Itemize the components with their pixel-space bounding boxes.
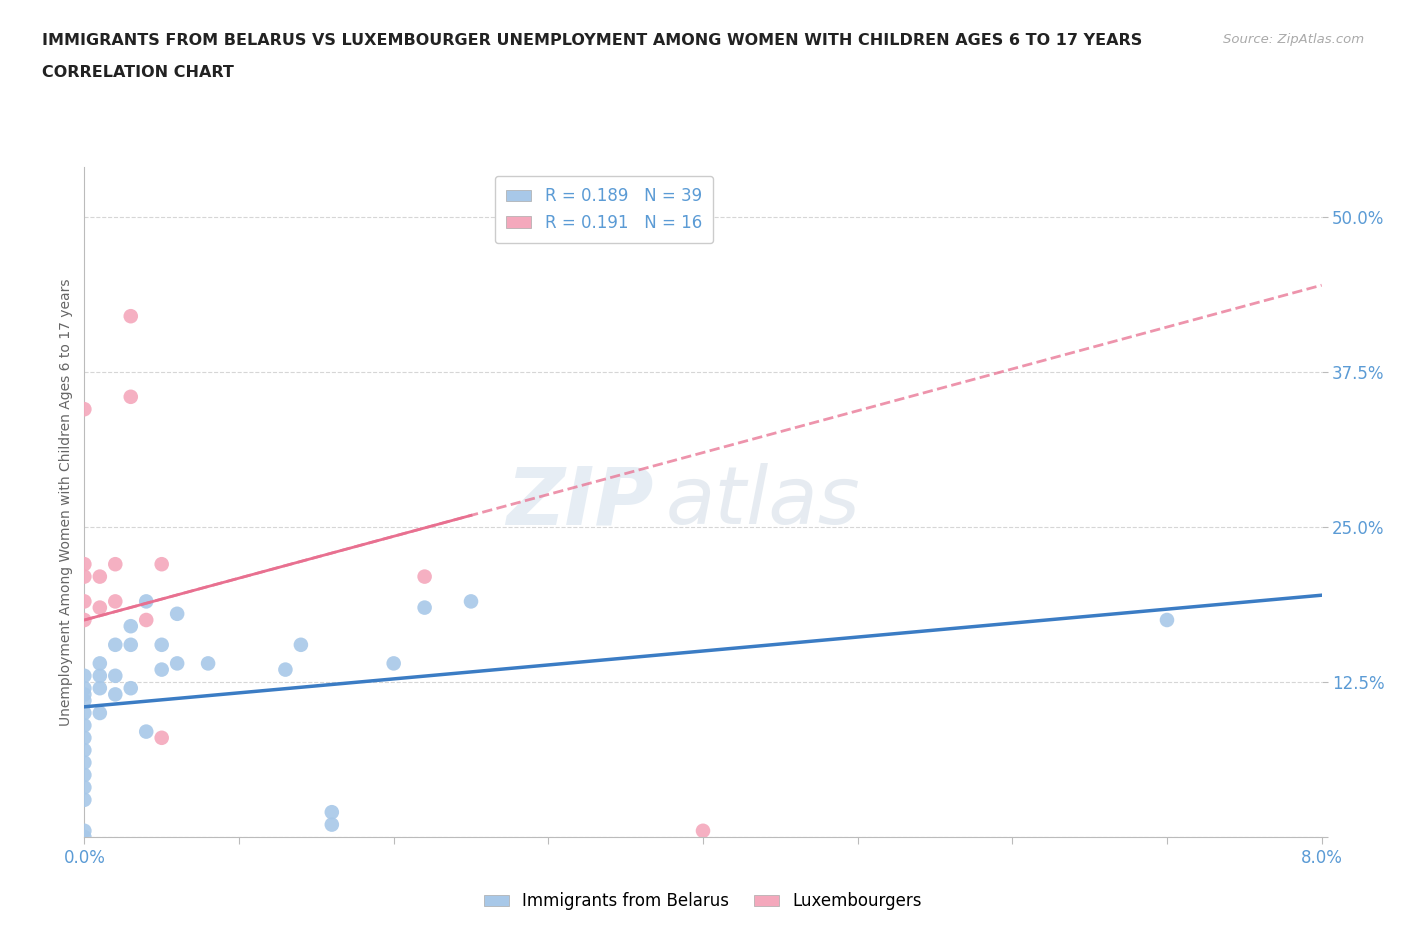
Point xyxy=(73,730,96,745)
Point xyxy=(73,693,96,708)
Point xyxy=(692,823,714,838)
Point xyxy=(73,681,96,696)
Point xyxy=(73,569,96,584)
Point xyxy=(73,687,96,702)
Point xyxy=(73,743,96,758)
Legend: Immigrants from Belarus, Luxembourgers: Immigrants from Belarus, Luxembourgers xyxy=(477,885,929,917)
Point xyxy=(382,656,405,671)
Text: ZIP: ZIP xyxy=(506,463,654,541)
Point xyxy=(73,830,96,844)
Point xyxy=(150,662,173,677)
Point xyxy=(73,780,96,795)
Point xyxy=(321,817,343,832)
Text: atlas: atlas xyxy=(666,463,860,541)
Point xyxy=(413,600,436,615)
Point xyxy=(73,594,96,609)
Text: Source: ZipAtlas.com: Source: ZipAtlas.com xyxy=(1223,33,1364,46)
Point xyxy=(120,390,142,405)
Point xyxy=(89,681,111,696)
Point xyxy=(73,557,96,572)
Point xyxy=(120,618,142,633)
Legend: R = 0.189   N = 39, R = 0.191   N = 16: R = 0.189 N = 39, R = 0.191 N = 16 xyxy=(495,176,713,244)
Point xyxy=(150,557,173,572)
Point xyxy=(73,792,96,807)
Point xyxy=(290,637,312,652)
Point xyxy=(104,557,127,572)
Point xyxy=(104,594,127,609)
Point xyxy=(460,594,482,609)
Point xyxy=(89,656,111,671)
Point xyxy=(413,569,436,584)
Text: CORRELATION CHART: CORRELATION CHART xyxy=(42,65,233,80)
Point xyxy=(120,309,142,324)
Point xyxy=(73,718,96,733)
Point xyxy=(1156,613,1178,628)
Point xyxy=(150,637,173,652)
Point xyxy=(104,687,127,702)
Point xyxy=(120,681,142,696)
Point xyxy=(135,613,157,628)
Point xyxy=(73,755,96,770)
Point xyxy=(274,662,297,677)
Point xyxy=(89,669,111,684)
Point xyxy=(89,706,111,721)
Point xyxy=(89,569,111,584)
Y-axis label: Unemployment Among Women with Children Ages 6 to 17 years: Unemployment Among Women with Children A… xyxy=(59,278,73,726)
Point xyxy=(197,656,219,671)
Point xyxy=(89,600,111,615)
Point xyxy=(73,613,96,628)
Point xyxy=(135,724,157,739)
Point xyxy=(135,594,157,609)
Point xyxy=(321,804,343,819)
Point xyxy=(150,730,173,745)
Point xyxy=(104,637,127,652)
Point xyxy=(166,606,188,621)
Point xyxy=(73,402,96,417)
Point xyxy=(104,669,127,684)
Point xyxy=(73,669,96,684)
Point xyxy=(120,637,142,652)
Point xyxy=(166,656,188,671)
Point xyxy=(73,706,96,721)
Point xyxy=(73,823,96,838)
Text: IMMIGRANTS FROM BELARUS VS LUXEMBOURGER UNEMPLOYMENT AMONG WOMEN WITH CHILDREN A: IMMIGRANTS FROM BELARUS VS LUXEMBOURGER … xyxy=(42,33,1143,47)
Point xyxy=(73,767,96,782)
